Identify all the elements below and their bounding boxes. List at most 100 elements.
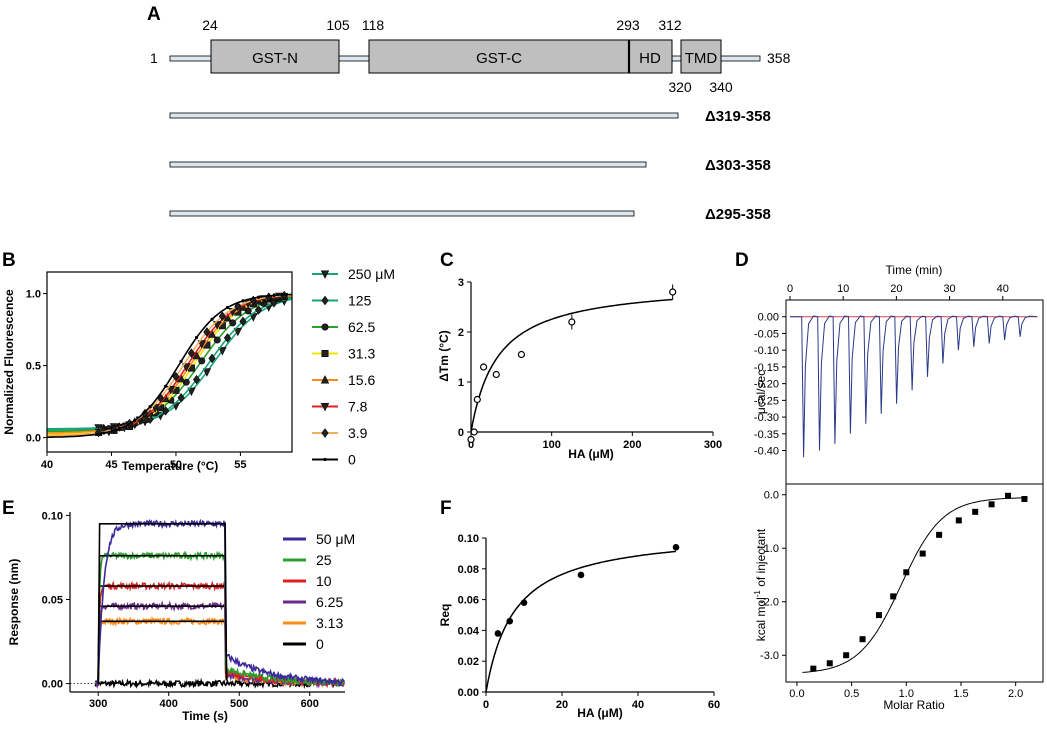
panel-d-data-point (875, 612, 882, 619)
panel-b-data-point (177, 393, 185, 403)
panel-e-y-tick-label: 0.05 (42, 594, 63, 606)
panel-b-legend-marker (320, 403, 330, 412)
panel-c-label: C (440, 250, 454, 271)
panel-e-x-tick-label: 300 (89, 698, 107, 710)
pos-label-340: 340 (709, 79, 733, 95)
panel-b-data-point (102, 431, 106, 435)
panel-b-legend-marker (321, 323, 329, 331)
panel-f-y-tick-label: 0.10 (458, 533, 479, 545)
panel-b-data-point (164, 384, 168, 388)
panel-d-top-y-tick-label: 0.00 (758, 312, 779, 324)
panel-b-legend-marker (320, 375, 330, 384)
panel-d-data-point (936, 531, 943, 538)
panel-e-series-line (95, 600, 345, 689)
panel-b-legend-label: 0 (348, 452, 356, 468)
panel-b-data-point (95, 427, 103, 438)
panel-c-data-point (492, 370, 500, 379)
panel-b-data-point (241, 299, 245, 303)
panel-f-x-tick-label: 20 (556, 699, 568, 711)
panel-c-x-tick-label: 200 (623, 439, 641, 451)
panel-b-ylabel: Normalized Fluorescence (2, 289, 16, 435)
pos-label-24: 24 (202, 17, 218, 33)
panel-c-y-tick-label: 3 (458, 277, 464, 289)
panel-d-thermogram: 0 10 20 30 40 0.00 -0.05 -0.10 -0.15 -0.20 -0.25 -0… (754, 283, 1038, 458)
panel-f-y-tick-label: 0.08 (458, 564, 479, 576)
panel-f-x-tick-label: 40 (632, 699, 644, 711)
panel-d-bottom-x-tick-label: 1.5 (953, 688, 968, 700)
panel-d-top-y-tick-label: -0.20 (754, 379, 779, 391)
panel-c-x-tick-label: 300 (704, 439, 722, 451)
panel-b-data-point (208, 353, 216, 364)
pos-label-320: 320 (668, 79, 692, 95)
panel-d-label: D (735, 250, 749, 271)
panel-b-data-point (133, 418, 137, 423)
panel-b-legend-label: 31.3 (348, 346, 375, 362)
pos-label-118: 118 (362, 17, 385, 33)
panel-f-ticks: 0 20 40 60 0.00 0.02 0.04 0.06 0.08 0.10 (458, 533, 721, 711)
panel-b-x-tick-label: 55 (234, 459, 246, 471)
panel-d-data-point (890, 593, 897, 600)
panel-b-xlabel: Temperature (°C) (122, 459, 219, 473)
panel-d-top-y-tick-label: -0.35 (754, 429, 779, 441)
panel-d-data-point (955, 517, 962, 524)
panel-b-data-point (117, 426, 121, 431)
panel-d-top-y-tick-label: -0.25 (754, 395, 779, 407)
panel-e-x-tick-label: 600 (301, 698, 319, 710)
panel-a: A 1 358 GST-N GST-C HD TMD 24 105 118 29… (147, 4, 791, 223)
panel-d-top-y-tick-label: -0.40 (754, 446, 779, 458)
panel-e-fit-line (97, 585, 228, 684)
panel-e-x-tick-label: 500 (230, 698, 248, 710)
panel-c-ticks: 0 100 200 300 0 1 2 3 (458, 277, 722, 451)
panel-b-data-point (218, 347, 227, 356)
end-residue-label: 358 (767, 50, 791, 66)
panel-f-data-point (577, 571, 585, 579)
panel-d-top-x-tick-label: 40 (997, 283, 1009, 295)
panel-b-data-point (193, 374, 201, 385)
panel-d-bottom-x-tick-label: 2.0 (1008, 688, 1023, 700)
panel-d-top-ylabel: μcal/sec (754, 370, 768, 414)
pos-label-293: 293 (616, 17, 640, 33)
domain-hd-label: HD (639, 50, 661, 67)
pos-label-312: 312 (658, 17, 682, 33)
panel-d-bottom-xlabel: Molar Ratio (883, 698, 945, 712)
panel-c-points (467, 284, 677, 444)
panel-b-legend-label: 7.8 (348, 399, 368, 415)
panel-f-xlabel: HA (μM) (577, 706, 623, 720)
panel-d: D Time (min) 0 10 20 30 40 0.00 -0.05 -0.10 -0.1… (735, 250, 1044, 712)
panel-b-data-point (213, 336, 221, 344)
panel-d-bottom-frame (785, 483, 1044, 683)
panel-e-series-line (94, 518, 345, 687)
panel-d-bottom-y-tick-label: -1.0 (760, 543, 779, 555)
panel-e-ylabel: Response (nm) (7, 559, 21, 646)
panel-b-plot-frame (46, 271, 293, 453)
panel-b-x-tick-label: 50 (170, 459, 182, 471)
panel-e-series-line (94, 615, 345, 688)
pos-label-105: 105 (326, 17, 350, 33)
panel-e-fit-line (97, 522, 228, 684)
panel-c-data-point (470, 428, 478, 436)
panel-b-y-tick-label: 0.5 (26, 361, 41, 373)
panel-b-legend-marker (320, 270, 330, 279)
panel-d-data-point (919, 550, 926, 557)
panel-b-legend-marker (321, 349, 329, 357)
panel-b-data-point (166, 386, 175, 395)
panel-d-top-y-tick-label: -0.30 (754, 412, 779, 424)
panel-b-legend-marker (321, 295, 329, 306)
panel-b-x-tick-label: 40 (41, 459, 53, 471)
panel-b-data-point (233, 327, 243, 337)
domain-gst-c (368, 39, 630, 74)
panel-d-top-y-tick-label: -0.15 (754, 362, 779, 374)
panel-c: C 0 100 200 300 0 1 2 3 HA (μM) ΔTm (°C) (437, 250, 722, 461)
panel-d-top-x-tick-label: 20 (890, 283, 902, 295)
panel-b-data-point (197, 340, 206, 349)
panel-b-data-point (239, 316, 247, 327)
panel-e-curves (94, 518, 345, 690)
panel-e-label: E (2, 498, 15, 519)
panel-b-data-point (254, 305, 263, 315)
panel-d-data-point (859, 636, 866, 643)
panel-b-series-line (47, 294, 293, 434)
panel-b-data-point (256, 295, 261, 299)
panel-d-data-point (972, 508, 979, 515)
panel-f-y-tick-label: 0.04 (458, 625, 480, 637)
